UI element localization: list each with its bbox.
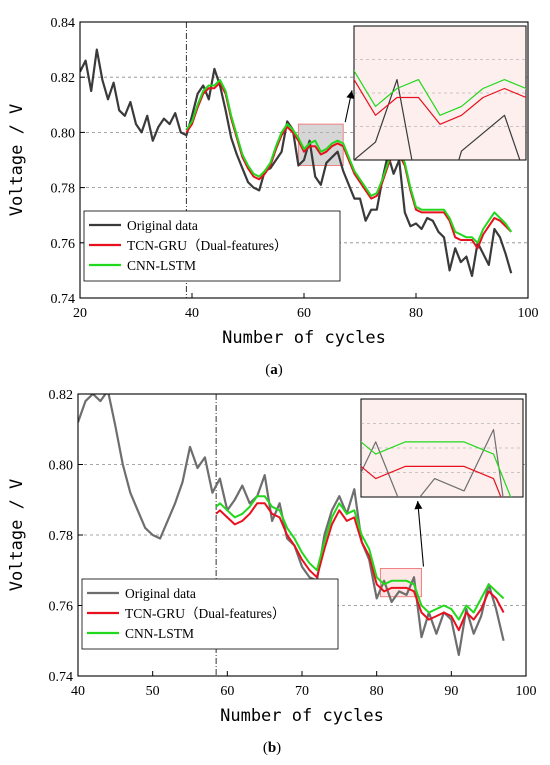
legend-entry: Original data (127, 218, 198, 233)
y-axis-label: Voltage / V (7, 479, 27, 592)
series-line-0 (78, 394, 505, 657)
x-tick-label: 50 (146, 684, 160, 699)
legend-entry: Original data (125, 586, 196, 601)
caption-letter: b (268, 740, 276, 756)
panel-caption: (a) (265, 362, 283, 378)
y-tick-label: 0.76 (49, 600, 74, 615)
series-line-2 (185, 79, 513, 244)
legend-entry: CNN-LSTM (125, 626, 194, 641)
y-tick-label: 0.76 (51, 237, 76, 252)
zoom-inset (353, 25, 527, 161)
x-tick-label: 60 (220, 684, 234, 699)
legend-entry: CNN-LSTM (127, 258, 196, 273)
x-axis-label: Number of cycles (222, 328, 386, 348)
chart-panel-b: 40 50 60 70 80 90 100 0.74 0.76 0.78 0.80 0.82 Numbe… (7, 388, 537, 756)
caption-prefix: ( (263, 740, 268, 756)
series-line-2 (215, 495, 505, 621)
y-tick-label: 0.74 (49, 670, 74, 685)
y-tick-label: 0.78 (51, 182, 76, 197)
y-tick-label: 0.82 (49, 388, 74, 403)
legend-box (83, 210, 341, 282)
zoom-inset (360, 398, 524, 498)
x-tick-label: 100 (518, 306, 539, 321)
y-tick-label: 0.78 (49, 529, 74, 544)
series-line-0 (80, 48, 513, 277)
zoom-arrow-line (417, 500, 425, 567)
legend: Original data TCN-GRU（Dual-features） CNN-L… (81, 578, 339, 650)
inset-series-line-0 (361, 429, 504, 497)
caption-suffix: ) (276, 740, 281, 756)
caption-prefix: ( (265, 362, 270, 378)
x-tick-label: 20 (73, 306, 87, 321)
legend-box (81, 578, 339, 650)
inset-series-line-1 (361, 465, 502, 497)
inset-series-line-1 (354, 78, 526, 125)
y-tick-label: 0.74 (51, 292, 76, 307)
zoom-arrow-head (346, 90, 355, 99)
x-tick-label: 100 (516, 684, 537, 699)
legend-entry: TCN-GRU（Dual-features） (125, 606, 285, 621)
y-tick-label: 0.82 (51, 71, 76, 86)
x-tick-label: 90 (444, 684, 458, 699)
inset-series-line-2 (361, 441, 512, 497)
x-tick-label: 40 (185, 306, 199, 321)
y-tick-label: 0.80 (51, 126, 76, 141)
caption-suffix: ) (278, 362, 283, 378)
x-tick-label: 80 (409, 306, 423, 321)
panel-caption: (b) (263, 740, 281, 756)
series-line-1 (215, 502, 505, 632)
inset-series-line-2 (354, 69, 526, 116)
legend: Original data TCN-GRU（Dual-features） CNN-L… (83, 210, 341, 282)
y-axis-label: Voltage / V (7, 104, 27, 217)
legend-entry: TCN-GRU（Dual-features） (127, 238, 287, 253)
chart-panel-a: 20 40 60 80 100 0.74 0.76 0.78 0.80 0.82 0.84 Numbe… (7, 16, 539, 378)
zoom-arrow-head (414, 501, 423, 510)
caption-letter: a (270, 362, 278, 378)
x-axis-label: Number of cycles (220, 706, 384, 726)
y-tick-label: 0.80 (49, 459, 74, 474)
x-tick-label: 40 (71, 684, 85, 699)
x-tick-label: 80 (370, 684, 384, 699)
x-tick-label: 60 (297, 306, 311, 321)
inset-series-line-0 (354, 78, 521, 160)
x-tick-label: 70 (295, 684, 309, 699)
y-tick-label: 0.84 (51, 16, 76, 31)
